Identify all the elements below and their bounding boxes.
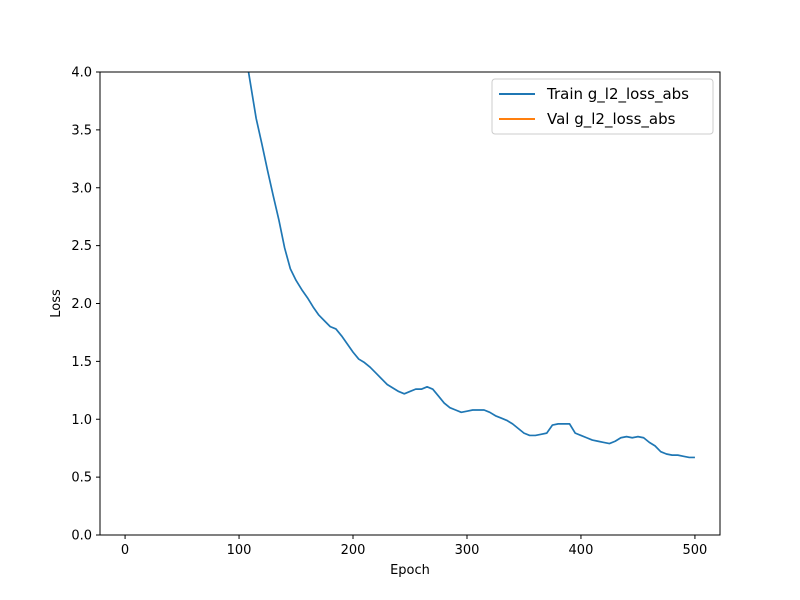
y-axis-ticks: 0.0 0.5 1.0 1.5 2.0 2.5 3.0 3.5 4.0 bbox=[71, 66, 100, 544]
y-tick-label: 3.5 bbox=[71, 123, 92, 138]
y-tick-label: 0.0 bbox=[71, 529, 92, 544]
legend-train-label: Train g_l2_loss_abs bbox=[546, 85, 689, 104]
x-axis-title: Epoch bbox=[390, 563, 430, 578]
x-axis-ticks: 0 100 200 300 400 500 bbox=[121, 535, 707, 558]
x-tick-label: 200 bbox=[341, 543, 366, 558]
axes-frame bbox=[99, 71, 721, 536]
y-tick-label: 0.5 bbox=[71, 471, 92, 486]
y-tick-label: 3.0 bbox=[71, 181, 92, 196]
train-loss-line bbox=[247, 72, 695, 459]
y-tick-label: 2.5 bbox=[71, 239, 92, 254]
x-tick-label: 300 bbox=[455, 543, 480, 558]
legend-val-label: Val g_l2_loss_abs bbox=[547, 110, 676, 129]
plot-area bbox=[247, 72, 695, 459]
y-tick-label: 1.0 bbox=[71, 413, 92, 428]
y-tick-label: 1.5 bbox=[71, 355, 92, 370]
y-tick-label: 2.0 bbox=[71, 297, 92, 312]
legend: Train g_l2_loss_abs Val g_l2_loss_abs bbox=[491, 78, 714, 135]
y-tick-label: 4.0 bbox=[71, 66, 92, 81]
x-tick-label: 500 bbox=[683, 543, 708, 558]
y-axis-title: Loss bbox=[49, 289, 64, 318]
x-tick-label: 400 bbox=[569, 543, 594, 558]
x-tick-label: 100 bbox=[227, 543, 252, 558]
legend-box bbox=[491, 78, 714, 135]
x-tick-label: 0 bbox=[121, 543, 129, 558]
